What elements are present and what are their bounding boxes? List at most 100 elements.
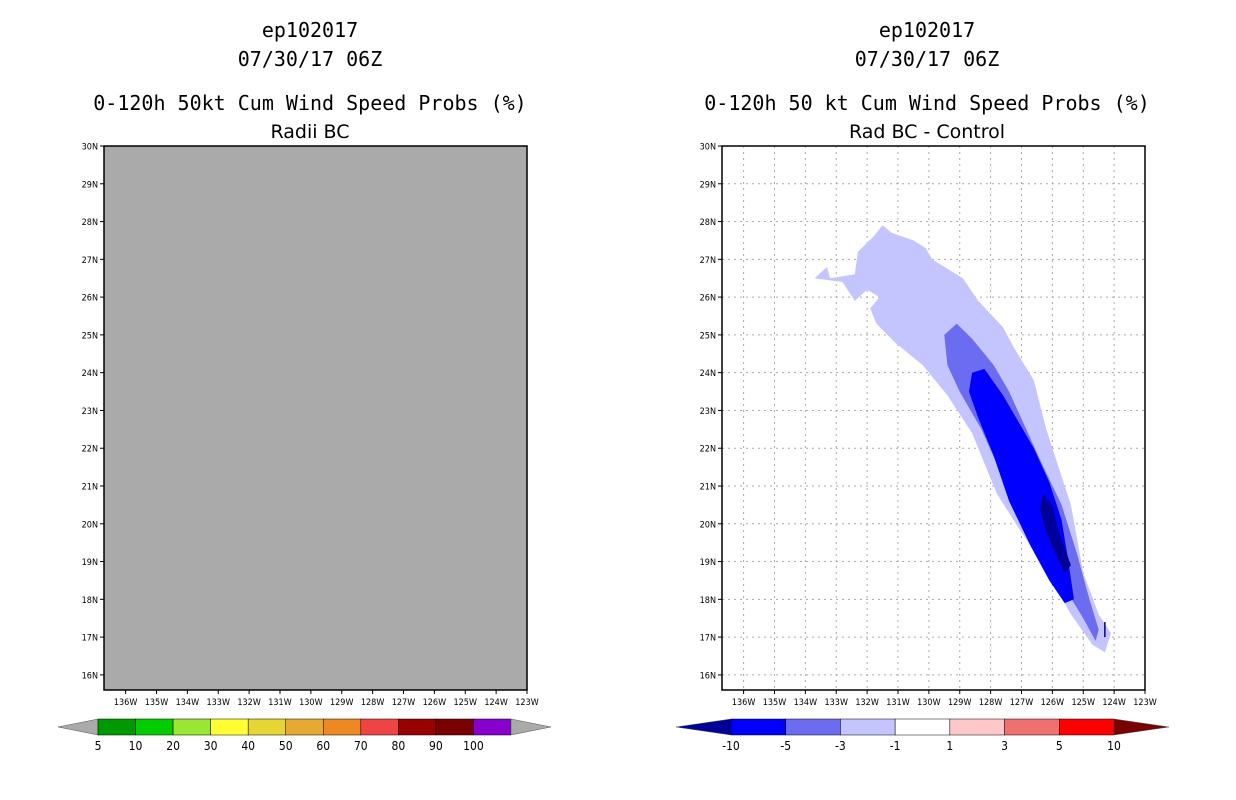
left-xtick-label: 133W [207, 698, 230, 708]
right-xtick-label: 136W [732, 698, 755, 708]
right-xtick-label: 131W [886, 698, 909, 708]
left-ytick-label: 27N [82, 256, 98, 266]
left-ytick-label: 19N [82, 558, 98, 568]
left-colorbar-swatch [435, 718, 474, 736]
left-xtick-label: 131W [268, 698, 291, 708]
left-ytick-label: 18N [82, 596, 98, 606]
right-ytick-label: 21N [700, 483, 716, 493]
right-ytick-label: 24N [700, 369, 716, 379]
right-xtick-label: 128W [979, 698, 1002, 708]
right-datetime: 07/30/17 06Z [854, 47, 1000, 71]
right-xtick-label: 125W [1072, 698, 1095, 708]
right-colorbar-left-arrow [675, 718, 732, 736]
right-ytick-label: 29N [700, 180, 716, 190]
right-chart: 16N 17N 18N 19N 20N 21N 22N 23N 24N 25N 26N 27N 28N 2… [675, 143, 1170, 753]
right-xtick-label: 135W [763, 698, 786, 708]
right-colorbar-label: 3 [1001, 739, 1008, 753]
left-storm-id: ep102017 [261, 18, 359, 42]
right-colorbar-swatch [840, 718, 896, 736]
right-ytick-label: 19N [700, 558, 716, 568]
right-colorbar-label: 1 [946, 739, 953, 753]
left-colorbar-label: 20 [166, 739, 180, 753]
right-storm-id: ep102017 [878, 18, 976, 42]
right-ytick-label: 27N [700, 256, 716, 266]
right-colorbar-swatch [1004, 718, 1060, 736]
left-colorbar-swatch [97, 718, 136, 736]
left-xtick-label: 128W [361, 698, 384, 708]
left-chart: 16N 17N 18N 19N 20N 21N 22N 23N 24N 25N 26N 27N 28N 2… [57, 143, 552, 753]
left-xtick-label: 132W [237, 698, 260, 708]
right-colorbar-label: -5 [780, 739, 791, 753]
left-ytick-label: 26N [82, 294, 98, 304]
right-ytick-label: 18N [700, 596, 716, 606]
left-ytick-label: 23N [82, 407, 98, 417]
left-colorbar-label: 80 [391, 739, 405, 753]
left-ytick-label: 21N [82, 483, 98, 493]
left-ytick-label: 22N [82, 445, 98, 455]
left-datetime: 07/30/17 06Z [237, 47, 383, 71]
left-colorbar-label: 100 [463, 739, 484, 753]
left-ytick-label: 24N [82, 369, 98, 379]
right-xtick-label: 129W [948, 698, 971, 708]
right-xtick-label: 134W [794, 698, 817, 708]
left-colorbar-right-arrow [510, 718, 552, 736]
right-ytick-label: 28N [700, 218, 716, 228]
left-colorbar-label: 60 [316, 739, 330, 753]
left-colorbar-swatch [210, 718, 249, 736]
left-colorbar-swatch [172, 718, 211, 736]
left-xtick-label: 135W [145, 698, 168, 708]
left-colorbar-swatch [247, 718, 286, 736]
right-ytick-label: 17N [700, 634, 716, 644]
left-xtick-label: 134W [176, 698, 199, 708]
right-ytick-label: 20N [700, 520, 716, 530]
right-xtick-label: 124W [1102, 698, 1125, 708]
left-xtick-label: 130W [299, 698, 322, 708]
left-ytick-label: 16N [82, 671, 98, 681]
right-xtick-label: 133W [825, 698, 848, 708]
left-xtick-label: 129W [330, 698, 353, 708]
right-colorbar-right-arrow [1113, 718, 1170, 736]
left-colorbar-label: 10 [129, 739, 143, 753]
left-xtick-label: 125W [454, 698, 477, 708]
left-ytick-label: 30N [82, 143, 98, 153]
right-colorbar-label: -1 [890, 739, 901, 753]
right-ytick-label: 16N [700, 671, 716, 681]
left-plot-area [104, 146, 527, 690]
left-colorbar-label: 90 [429, 739, 443, 753]
right-colorbar-label: 10 [1107, 739, 1121, 753]
left-chart-subtitle: Radii BC [270, 121, 350, 143]
right-contour-fill [1040, 493, 1071, 573]
left-colorbar-swatch [285, 718, 324, 736]
right-xtick-label: 126W [1041, 698, 1064, 708]
left-ytick-label: 20N [82, 520, 98, 530]
right-colorbar-label: -3 [835, 739, 846, 753]
right-ytick-label: 30N [700, 143, 716, 153]
left-xtick-label: 126W [423, 698, 446, 708]
left-xtick-label: 127W [392, 698, 415, 708]
right-xtick-label: 123W [1133, 698, 1156, 708]
left-colorbar-label: 50 [279, 739, 293, 753]
right-colorbar-swatch [730, 718, 786, 736]
right-colorbar-label: -10 [722, 739, 740, 753]
right-colorbar-swatch [894, 718, 951, 736]
left-plot-frame [103, 145, 528, 691]
left-colorbar-left-arrow [57, 718, 99, 736]
left-colorbar-label: 30 [204, 739, 218, 753]
right-ytick-label: 22N [700, 445, 716, 455]
left-xtick-label: 123W [515, 698, 538, 708]
right-xtick-label: 132W [855, 698, 878, 708]
left-colorbar-swatch [135, 718, 174, 736]
right-chart-subtitle: Rad BC - Control [848, 121, 1006, 143]
left-colorbar-swatch [398, 718, 437, 736]
left-colorbar-label: 70 [354, 739, 368, 753]
left-colorbar-swatch [473, 718, 512, 736]
right-xtick-label: 130W [917, 698, 940, 708]
right-contour-fill [969, 368, 1074, 604]
right-xtick-label: 127W [1010, 698, 1033, 708]
left-chart-title: 0-120h 50kt Cum Wind Speed Probs (%) [93, 91, 527, 115]
left-colorbar-label: 5 [95, 739, 102, 753]
left-colorbar-swatch [323, 718, 362, 736]
right-ytick-label: 26N [700, 294, 716, 304]
left-xtick-label: 124W [484, 698, 507, 708]
right-colorbar-label: 5 [1056, 739, 1063, 753]
